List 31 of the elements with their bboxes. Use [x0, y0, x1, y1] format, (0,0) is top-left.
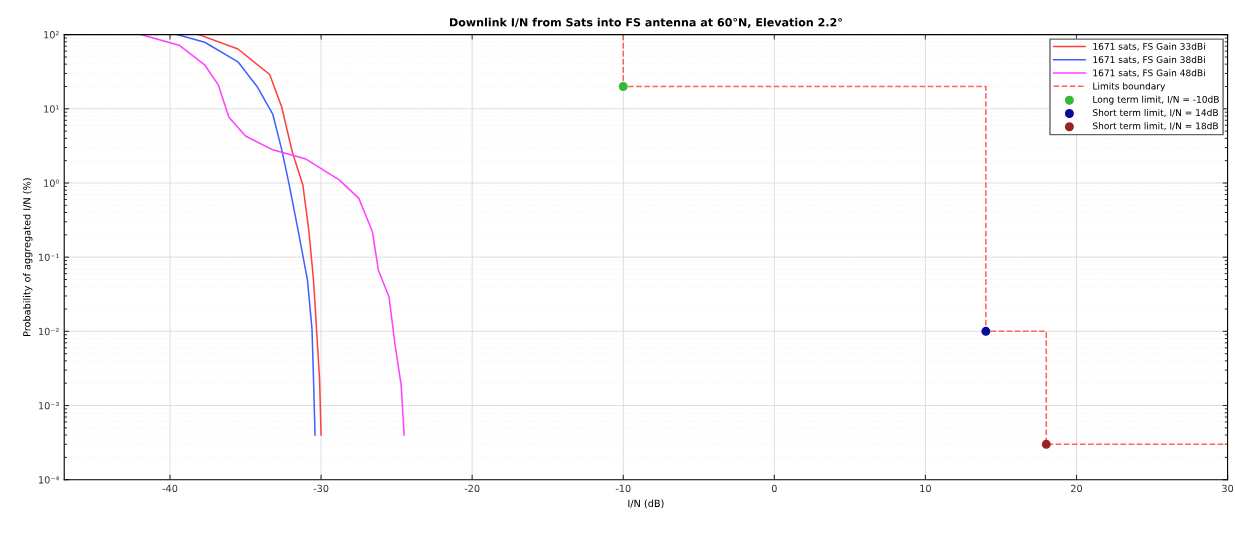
y-tick-label: 10⁻²: [39, 327, 59, 336]
legend-label: 1671 sats, FS Gain 48dBi: [1093, 69, 1205, 78]
y-tick-label: 10⁻³: [39, 402, 59, 410]
y-tick-label: 10¹: [44, 105, 59, 113]
legend-label: 1671 sats, FS Gain 33dBi: [1093, 42, 1205, 51]
chart-title: Downlink I/N from Sats into FS antenna at 60°N, Elevation 2.2°: [450, 17, 842, 28]
x-tick-label: -30: [313, 484, 329, 493]
y-tick-label: 10²: [44, 31, 59, 39]
y-tick-label: 10⁻⁴: [39, 476, 60, 484]
x-tick-label: 10: [920, 484, 931, 493]
x-tick-label: 30: [1222, 484, 1234, 493]
y-axis-title: Probability of aggregated I/N (%): [22, 178, 33, 336]
line-series: [140, 34, 405, 436]
point: [1041, 439, 1051, 449]
point: [981, 326, 991, 336]
line-series: [197, 34, 322, 436]
x-tick-label: 20: [1071, 484, 1083, 493]
x-tick-label: 0: [771, 484, 777, 493]
x-tick-label: -20: [464, 484, 480, 493]
x-tick-label: -40: [162, 484, 178, 493]
x-tick-label: -10: [615, 484, 631, 493]
legend-label: Long term limit, I/N = -10dB: [1093, 95, 1219, 105]
legend-label: 1671 sats, FS Gain 38dBi: [1093, 56, 1205, 64]
line-series: [176, 34, 316, 436]
legend-label: Short term limit, I/N = 18dB: [1093, 122, 1218, 131]
point: [618, 81, 628, 91]
x-axis-title: I/N (dB): [628, 499, 664, 509]
legend-label: Limits boundary: [1093, 82, 1166, 92]
legend-label: Short term limit, I/N = 14dB: [1093, 109, 1218, 117]
y-tick-label: 10⁻¹: [39, 253, 59, 261]
y-tick-label: 10⁰: [44, 179, 60, 187]
